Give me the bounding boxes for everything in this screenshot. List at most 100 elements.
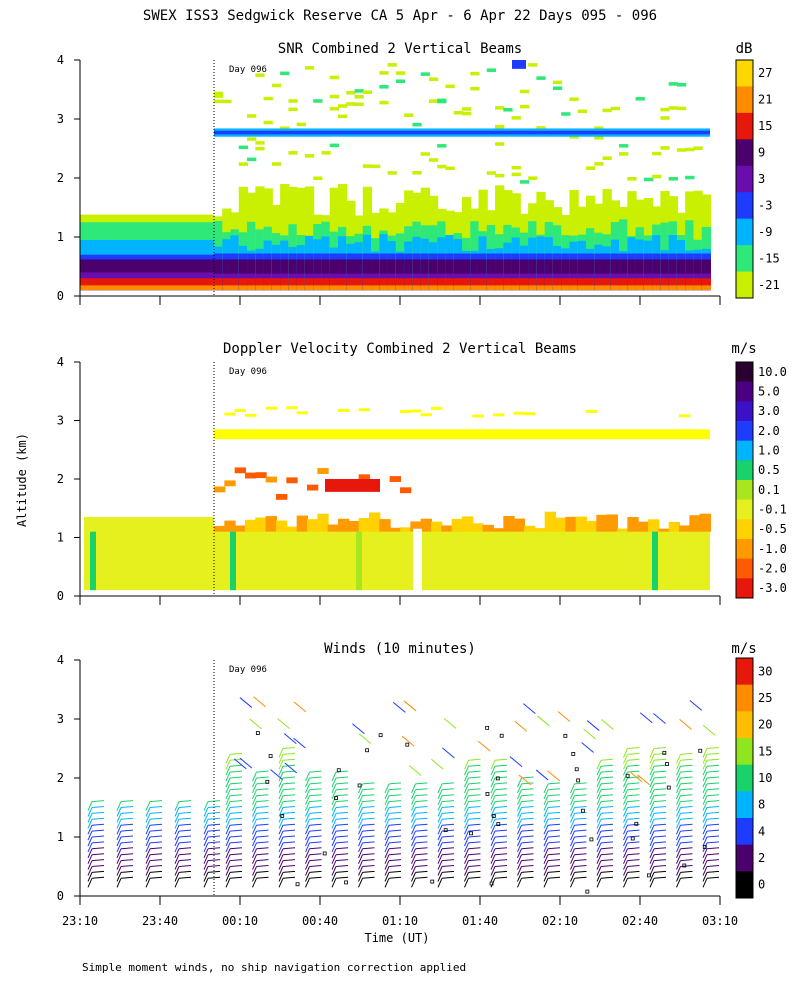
wind-barb — [627, 758, 640, 761]
wind-barb — [649, 777, 655, 788]
wind-barb — [547, 835, 561, 838]
wind-barb — [706, 776, 720, 779]
wind-barb — [464, 807, 469, 817]
wind-barb — [464, 765, 469, 776]
wind-barb — [358, 733, 372, 744]
dv-field — [214, 528, 710, 591]
wind-barb — [653, 870, 667, 873]
snr-patch — [519, 180, 530, 184]
dv-cell — [555, 517, 567, 532]
wind-barb — [521, 841, 534, 844]
snr-patch — [486, 68, 497, 72]
wind-barb — [574, 847, 587, 850]
snr-cell — [668, 278, 678, 291]
wind-barb — [676, 872, 681, 882]
wind-barb — [676, 783, 681, 794]
wind-barb — [358, 795, 363, 805]
wind-barb — [547, 841, 561, 844]
snr-cell — [577, 278, 587, 291]
wind-barb — [149, 829, 163, 832]
panel-title: SNR Combined 2 Vertical Beams — [278, 41, 522, 57]
dv-cell — [265, 476, 277, 483]
wind-barb — [570, 848, 575, 859]
wind-barb — [653, 841, 667, 844]
snr-cell — [569, 278, 579, 291]
wind-barb — [149, 800, 163, 803]
snr-patch — [288, 151, 298, 155]
wind-barb — [490, 801, 496, 811]
snr-patch — [660, 107, 670, 112]
wind-barb — [680, 752, 693, 755]
wind-barb — [627, 870, 640, 873]
wind-barb — [305, 848, 310, 859]
snr-patch — [222, 99, 232, 104]
wind-barb — [623, 848, 628, 859]
wind-barb — [207, 829, 221, 832]
x-tick-label: 01:40 — [462, 914, 498, 928]
wind-barb — [627, 788, 640, 791]
wind-barb — [229, 764, 243, 767]
wind-barb — [441, 876, 455, 879]
wind-missing-marker — [469, 831, 473, 836]
wind-barb — [623, 807, 628, 817]
wind-barb — [437, 795, 443, 805]
wind-barb — [388, 806, 402, 808]
colorbar-label: -3 — [758, 198, 772, 212]
wind-barb — [464, 777, 469, 788]
wind-barb — [680, 853, 693, 856]
plot-area — [80, 60, 711, 291]
wind-barb — [335, 776, 349, 779]
wind-barb — [252, 872, 257, 882]
wind-barb — [305, 854, 310, 864]
snr-cell — [428, 278, 439, 291]
colorbar-units: m/s — [731, 341, 756, 357]
snr-patch — [676, 83, 687, 87]
wind-barb — [282, 788, 296, 791]
wind-missing-marker — [357, 783, 362, 788]
wind-barb — [649, 824, 655, 835]
wind-barb — [574, 794, 587, 797]
day-marker-label: Day 096 — [229, 367, 267, 377]
snr-patch — [329, 94, 339, 99]
wind-barb — [653, 865, 667, 867]
dv-cell — [400, 487, 412, 494]
wind-barb — [574, 782, 587, 785]
dv-patch — [420, 413, 432, 417]
colorbar-label: 10.0 — [758, 365, 787, 379]
wind-barb — [335, 841, 349, 844]
wind-barb — [203, 854, 209, 864]
wind-barb — [309, 811, 322, 814]
colorbar-swatch — [736, 192, 753, 220]
wind-barb — [543, 789, 549, 800]
snr-cell — [676, 278, 687, 291]
colorbar-swatch — [736, 658, 753, 686]
wind-barb — [203, 860, 209, 870]
wind-missing-marker — [571, 752, 576, 756]
wind-barb — [178, 853, 192, 856]
wind-barb — [623, 760, 628, 770]
wind-barb — [680, 865, 693, 867]
colorbar-swatch — [736, 460, 753, 481]
snr-cell — [660, 278, 670, 291]
wind-barb — [87, 801, 93, 811]
wind-barb — [203, 819, 209, 829]
snr-cell — [354, 278, 364, 291]
wind-barb — [145, 807, 151, 817]
plot-area — [87, 696, 720, 894]
wind-barb — [384, 848, 390, 859]
wind-barb — [415, 847, 428, 850]
wind-missing-marker — [491, 814, 496, 818]
snr-cell — [610, 278, 621, 291]
wind-barb — [174, 860, 180, 870]
snr-cell — [404, 285, 414, 291]
wind-missing-marker — [702, 845, 707, 849]
wind-barb — [649, 872, 655, 882]
colorbar-label: 2 — [758, 851, 765, 865]
wind-barb — [229, 817, 243, 820]
dv-patch — [431, 406, 443, 410]
wind-barb — [388, 876, 402, 879]
wind-barb — [283, 733, 297, 745]
snr-cell — [528, 285, 538, 291]
wind-barb — [278, 848, 284, 859]
wind-barb — [411, 824, 416, 835]
